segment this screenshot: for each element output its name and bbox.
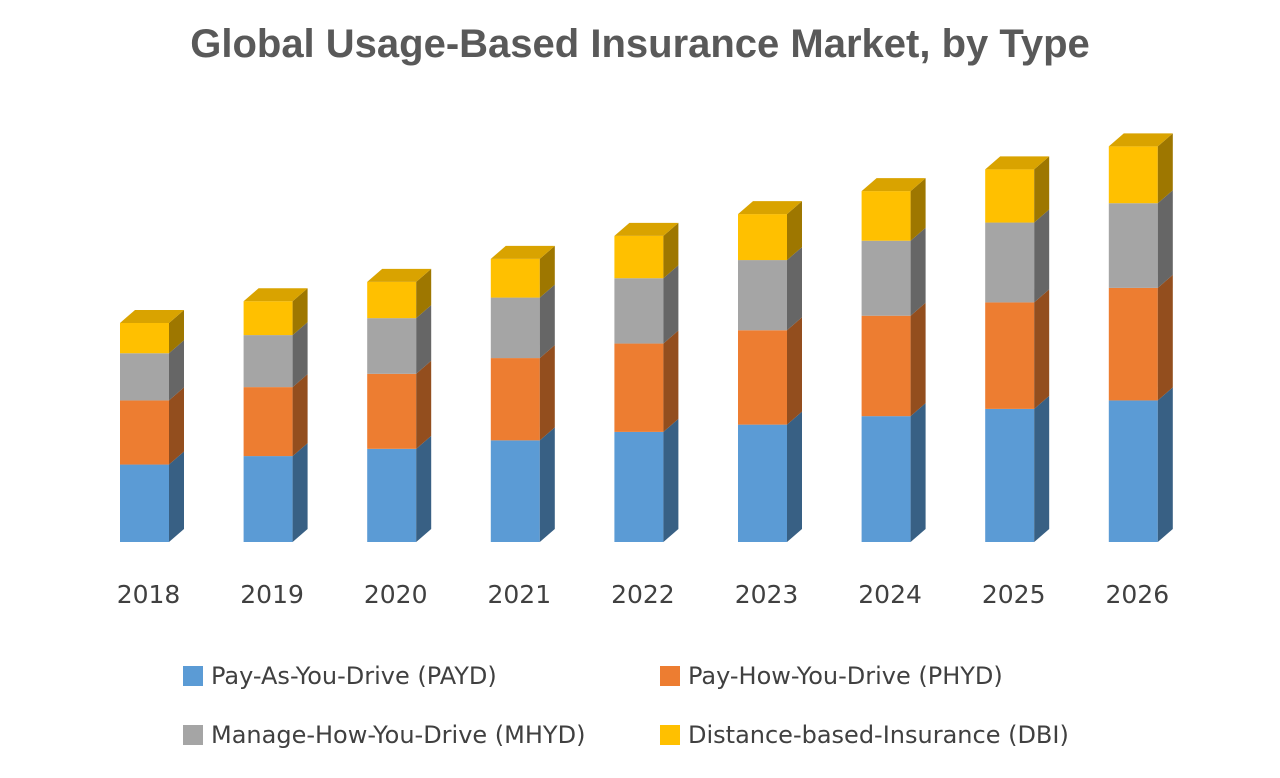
- bar-2022-distance-based-insurance-dbi-front: [614, 235, 664, 279]
- bar-2021-manage-how-you-drive-mhyd-side: [539, 284, 555, 359]
- bar-2019-distance-based-insurance-dbi-top: [243, 288, 308, 302]
- bar-2024-manage-how-you-drive-mhyd-side: [910, 227, 926, 316]
- bar-2018-pay-as-you-drive-payd-front: [120, 464, 169, 542]
- bar-2018-distance-based-insurance-dbi-top: [120, 309, 184, 323]
- bar-2025-pay-as-you-drive-payd-front: [985, 408, 1035, 542]
- bar-2025-manage-how-you-drive-mhyd-front: [985, 222, 1035, 303]
- bar-2021-distance-based-insurance-dbi-top: [490, 245, 555, 259]
- bar-2019-distance-based-insurance-dbi-side: [292, 288, 308, 336]
- bar-2026-manage-how-you-drive-mhyd-side: [1157, 190, 1173, 288]
- bar-2025-pay-how-you-drive-phyd-side: [1034, 289, 1050, 409]
- chart-title: Global Usage-Based Insurance Market, by …: [190, 22, 1090, 66]
- bar-2019-pay-as-you-drive-payd-front: [243, 456, 293, 542]
- bar-2019-pay-as-you-drive-payd-side: [292, 443, 308, 542]
- bar-2022-manage-how-you-drive-mhyd-side: [663, 265, 679, 344]
- bar-2018-distance-based-insurance-dbi-side: [169, 309, 184, 354]
- x-tick-label-2018: 2018: [117, 580, 181, 609]
- bar-2022-pay-as-you-drive-payd-front: [614, 431, 664, 542]
- x-tick-label-2026: 2026: [1105, 580, 1169, 609]
- bar-2020-manage-how-you-drive-mhyd-side: [416, 305, 432, 374]
- bar-2021-pay-as-you-drive-payd-side: [539, 427, 555, 542]
- bar-2024-distance-based-insurance-dbi-front: [861, 191, 911, 241]
- bar-2023-manage-how-you-drive-mhyd-front: [738, 260, 787, 331]
- bar-2024-pay-how-you-drive-phyd-front: [861, 315, 911, 417]
- x-tick-label-2022: 2022: [611, 580, 675, 609]
- bar-2022-manage-how-you-drive-mhyd-front: [614, 278, 664, 344]
- bar-2018-manage-how-you-drive-mhyd-side: [169, 340, 184, 401]
- bar-2023-pay-how-you-drive-phyd-front: [738, 330, 787, 425]
- bar-2024-pay-how-you-drive-phyd-side: [910, 302, 926, 417]
- bar-2023-distance-based-insurance-dbi-side: [787, 201, 802, 261]
- bar-2021-manage-how-you-drive-mhyd-front: [490, 297, 540, 359]
- x-tick-label-2025: 2025: [982, 580, 1046, 609]
- bar-2026-pay-as-you-drive-payd-side: [1157, 387, 1173, 542]
- bar-2026-distance-based-insurance-dbi-top: [1108, 133, 1173, 147]
- x-tick-label-2024: 2024: [858, 580, 922, 609]
- bar-2022-distance-based-insurance-dbi-top: [614, 222, 679, 236]
- bar-2020-manage-how-you-drive-mhyd-front: [367, 318, 417, 374]
- bar-2018-distance-based-insurance-dbi-front: [120, 322, 169, 354]
- bar-2021-pay-how-you-drive-phyd-side: [539, 345, 555, 441]
- x-tick-label-2021: 2021: [487, 580, 551, 609]
- bar-2022-pay-how-you-drive-phyd-front: [614, 343, 664, 432]
- bar-2025-distance-based-insurance-dbi-side: [1034, 156, 1050, 223]
- bar-2023-pay-as-you-drive-payd-side: [787, 411, 802, 542]
- bar-2024-pay-as-you-drive-payd-side: [910, 403, 926, 542]
- bar-2026-pay-how-you-drive-phyd-front: [1108, 287, 1158, 401]
- bar-2024-manage-how-you-drive-mhyd-front: [861, 240, 911, 316]
- x-tick-label-2019: 2019: [240, 580, 304, 609]
- x-tick-label-2020: 2020: [364, 580, 428, 609]
- bar-2022-pay-as-you-drive-payd-side: [663, 418, 679, 542]
- bar-2026-distance-based-insurance-dbi-side: [1157, 133, 1173, 204]
- bar-2021-distance-based-insurance-dbi-front: [490, 258, 540, 298]
- bar-2021-distance-based-insurance-dbi-side: [539, 245, 555, 298]
- bar-2020-distance-based-insurance-dbi-top: [367, 268, 432, 282]
- bar-2026-manage-how-you-drive-mhyd-front: [1108, 203, 1158, 288]
- bar-2022-pay-how-you-drive-phyd-side: [663, 330, 679, 432]
- bar-2023-manage-how-you-drive-mhyd-side: [787, 247, 802, 331]
- bar-2025-pay-how-you-drive-phyd-front: [985, 302, 1035, 409]
- bar-2019-manage-how-you-drive-mhyd-front: [243, 335, 293, 388]
- bar-2020-distance-based-insurance-dbi-front: [367, 281, 417, 319]
- bar-2024-distance-based-insurance-dbi-side: [910, 178, 926, 241]
- bar-2020-pay-how-you-drive-phyd-front: [367, 373, 417, 449]
- bar-2020-pay-how-you-drive-phyd-side: [416, 360, 432, 449]
- bar-2022-distance-based-insurance-dbi-side: [663, 222, 679, 279]
- bar-2021-pay-how-you-drive-phyd-front: [490, 358, 540, 441]
- bar-2019-pay-how-you-drive-phyd-front: [243, 387, 293, 457]
- bar-2020-pay-as-you-drive-payd-side: [416, 435, 432, 542]
- bar-2023-distance-based-insurance-dbi-front: [738, 214, 787, 261]
- bar-2019-pay-how-you-drive-phyd-side: [292, 374, 308, 457]
- bar-2023-pay-how-you-drive-phyd-side: [787, 317, 802, 425]
- bar-2023-distance-based-insurance-dbi-top: [738, 201, 802, 215]
- bar-2025-distance-based-insurance-dbi-top: [985, 156, 1050, 170]
- bar-2024-distance-based-insurance-dbi-top: [861, 178, 926, 192]
- bar-2019-manage-how-you-drive-mhyd-side: [292, 322, 308, 388]
- bar-2018-pay-how-you-drive-phyd-front: [120, 400, 169, 465]
- bar-2025-distance-based-insurance-dbi-front: [985, 169, 1035, 223]
- bar-2018-pay-how-you-drive-phyd-side: [169, 387, 184, 465]
- bar-2025-pay-as-you-drive-payd-side: [1034, 395, 1050, 542]
- bar-2026-pay-as-you-drive-payd-front: [1108, 400, 1158, 542]
- bar-2025-manage-how-you-drive-mhyd-side: [1034, 209, 1050, 303]
- bar-2024-pay-as-you-drive-payd-front: [861, 416, 911, 542]
- bar-2021-pay-as-you-drive-payd-front: [490, 440, 540, 542]
- bar-2026-pay-how-you-drive-phyd-side: [1157, 274, 1173, 401]
- bar-2019-distance-based-insurance-dbi-front: [243, 301, 293, 336]
- bar-2020-distance-based-insurance-dbi-side: [416, 268, 432, 319]
- bar-2023-pay-as-you-drive-payd-front: [738, 424, 787, 542]
- bar-2018-manage-how-you-drive-mhyd-front: [120, 353, 169, 401]
- bar-2026-distance-based-insurance-dbi-front: [1108, 146, 1158, 204]
- x-tick-label-2023: 2023: [735, 580, 799, 609]
- bar-2020-pay-as-you-drive-payd-front: [367, 448, 417, 542]
- bar-2018-pay-as-you-drive-payd-side: [169, 451, 184, 542]
